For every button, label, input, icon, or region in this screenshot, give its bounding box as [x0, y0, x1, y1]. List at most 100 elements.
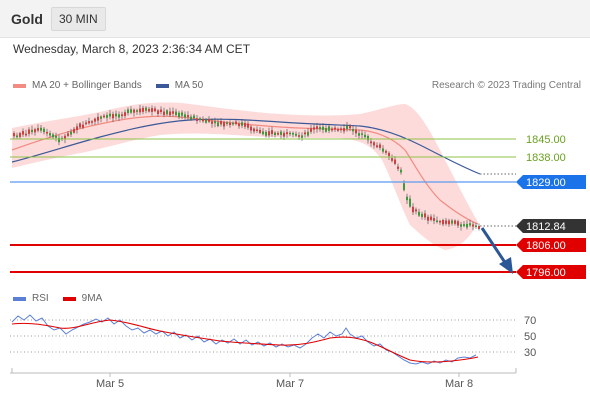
candle-body: [100, 116, 102, 119]
candle-body: [430, 216, 432, 220]
candle-body: [292, 132, 294, 135]
candle-body: [391, 158, 393, 161]
candle-body: [115, 113, 117, 117]
instrument-name: Gold: [11, 11, 43, 27]
candle-body: [346, 125, 348, 130]
level-tag-1829: 1829.00: [516, 175, 586, 189]
candle-body: [394, 159, 396, 164]
candle-body: [82, 124, 84, 128]
candle-body: [97, 116, 99, 121]
candle-body: [52, 134, 54, 138]
candle-body: [280, 131, 282, 135]
candle-body: [277, 132, 279, 135]
candle-body: [358, 133, 360, 136]
rsi-level-30: 30: [524, 347, 536, 359]
candle-body: [193, 115, 195, 119]
candle-body: [130, 109, 132, 113]
candle-body: [166, 110, 168, 115]
candle-body: [76, 126, 78, 131]
rsi-line: [11, 314, 477, 365]
level-lines: [10, 138, 516, 273]
current-price-label: 1812.84: [526, 221, 566, 233]
candle-body: [19, 133, 21, 137]
candle-body: [163, 111, 165, 115]
candle-body: [178, 112, 180, 118]
candle-body: [118, 114, 120, 118]
rsi-swatch: [13, 296, 26, 301]
candle-body: [409, 198, 411, 207]
x-tick-mar-8: Mar 8: [445, 378, 473, 390]
candle-body: [418, 211, 420, 216]
candle-body: [142, 107, 144, 112]
candle-body: [181, 112, 183, 116]
candle-body: [238, 123, 240, 127]
rsi-legend: RSI 9MA: [13, 293, 102, 304]
candle-body: [367, 135, 369, 141]
timeframe-button[interactable]: 30 MIN: [51, 7, 106, 31]
candle-body: [46, 131, 48, 134]
candle-body: [274, 132, 276, 136]
candle-body: [298, 135, 300, 137]
candle-body: [319, 127, 321, 130]
candle-body: [31, 129, 33, 133]
candle-body: [79, 123, 81, 128]
candle-body: [88, 121, 90, 124]
candle-body: [160, 109, 162, 113]
candle-body: [184, 114, 186, 118]
candle-body: [139, 108, 141, 113]
candle-body: [136, 110, 138, 112]
chart-datetime: Wednesday, March 8, 2023 2:36:34 AM CET: [13, 42, 251, 56]
candle-body: [232, 122, 234, 125]
candle-body: [340, 128, 342, 131]
candle-body: [265, 131, 267, 136]
candle-body: [379, 144, 381, 148]
candle-body: [247, 123, 249, 128]
candle-body: [187, 115, 189, 117]
candle-body: [469, 223, 471, 226]
x-axis: Mar 5 Mar 7 Mar 8: [10, 368, 517, 390]
candle-body: [40, 127, 42, 131]
candle-body: [322, 126, 324, 130]
candle-body: [337, 128, 339, 131]
candle-body: [55, 135, 57, 138]
candle-body: [64, 135, 66, 140]
candle-body: [295, 133, 297, 136]
x-tick-mar-5: Mar 5: [96, 378, 124, 390]
candle-body: [124, 112, 126, 116]
candle-body: [133, 109, 135, 113]
candle-body: [205, 119, 207, 123]
forecast-arrow: [480, 227, 513, 274]
level-label-1796: 1796.00: [526, 267, 566, 279]
candle-body: [172, 111, 174, 114]
candle-body: [43, 128, 45, 133]
candle-body: [94, 118, 96, 122]
candle-body: [397, 166, 399, 169]
candle-body: [106, 115, 108, 118]
candle-body: [49, 133, 51, 136]
candle-body: [145, 107, 147, 111]
rsi-ma-swatch: [62, 296, 76, 301]
candle-body: [208, 118, 210, 122]
candle-body: [241, 122, 243, 126]
candle-body: [283, 132, 285, 137]
candle-body: [382, 148, 384, 152]
candle-body: [328, 126, 330, 131]
candle-body: [235, 121, 237, 125]
candle-body: [310, 128, 312, 132]
candle-body: [58, 137, 60, 143]
level-tag-1796: 1796.00: [516, 265, 586, 279]
candle-body: [316, 126, 318, 129]
ma20-line: [11, 115, 479, 225]
candle-body: [250, 126, 252, 131]
candle-body: [199, 118, 201, 120]
candle-body: [148, 108, 150, 112]
candle-body: [175, 111, 177, 116]
candle-body: [214, 121, 216, 124]
candle-body: [169, 111, 171, 116]
rsi-level-50: 50: [524, 331, 536, 343]
candle-body: [352, 129, 354, 132]
candle-body: [259, 129, 261, 133]
candle-body: [364, 134, 366, 138]
candle-body: [109, 113, 111, 117]
